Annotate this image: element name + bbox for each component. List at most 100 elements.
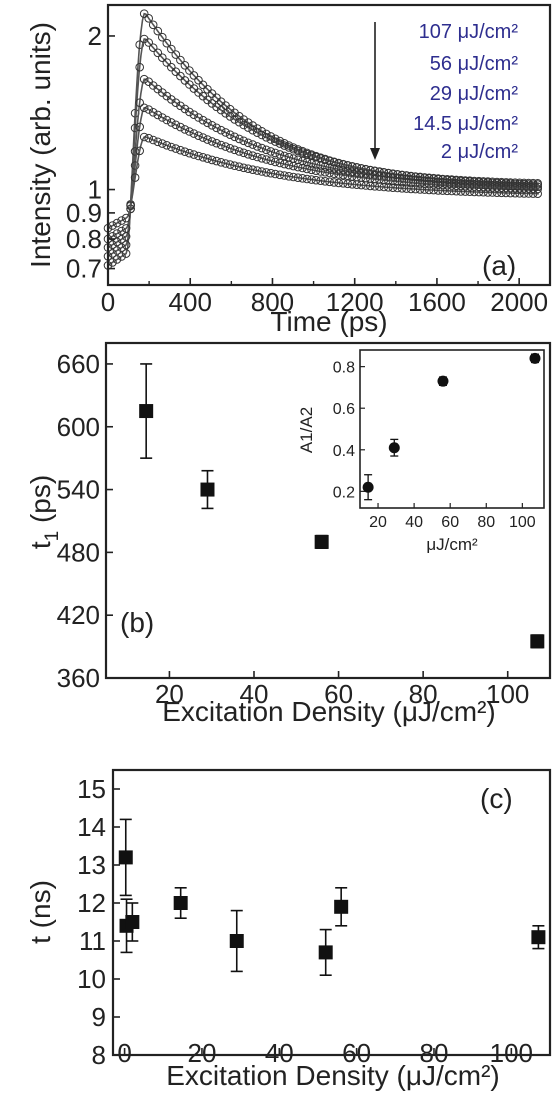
trace-marker xyxy=(221,159,230,168)
trace-marker xyxy=(230,145,239,155)
trace-marker xyxy=(189,150,199,159)
trace-marker xyxy=(528,182,538,191)
trace-marker xyxy=(171,144,181,153)
panel-b-xtick-label: 100 xyxy=(486,679,529,709)
trace-marker xyxy=(203,118,212,128)
trace-marker xyxy=(239,120,248,130)
trace-marker xyxy=(234,117,244,127)
trace-marker xyxy=(438,175,448,184)
trace-marker xyxy=(311,166,321,175)
panel-a-ytick-label: 0.9 xyxy=(66,198,102,228)
trace-marker xyxy=(171,50,181,59)
legend-entry: 2 μJ/cm² xyxy=(441,141,518,163)
trace-marker xyxy=(298,174,307,183)
trace-marker xyxy=(438,186,448,195)
panel-b-ylabel-main: t xyxy=(25,541,56,549)
trace-marker xyxy=(176,55,185,65)
trace-marker xyxy=(470,177,479,187)
trace-marker xyxy=(411,184,420,194)
trace-marker xyxy=(298,148,307,157)
trace-marker xyxy=(397,184,407,193)
trace-marker xyxy=(316,161,325,170)
trace-line xyxy=(107,12,539,267)
trace-marker xyxy=(144,13,153,23)
trace-marker xyxy=(347,180,357,189)
trace-marker xyxy=(230,115,239,124)
trace-marker xyxy=(293,162,303,172)
trace-marker xyxy=(257,143,267,153)
trace-marker xyxy=(262,155,271,164)
trace-marker xyxy=(239,136,248,146)
data-point xyxy=(314,534,329,549)
trace-marker xyxy=(429,174,438,184)
trace-marker xyxy=(474,187,484,197)
panel-a-ytick-label: 1 xyxy=(88,175,102,205)
trace-marker xyxy=(248,125,257,135)
trace-marker xyxy=(216,125,226,135)
trace-marker xyxy=(117,243,126,252)
trace-marker xyxy=(289,144,298,154)
trace-marker xyxy=(470,182,479,191)
trace-marker xyxy=(167,62,176,72)
trace-marker xyxy=(216,140,226,150)
trace-marker xyxy=(524,189,533,198)
trace-marker xyxy=(234,162,244,171)
trace-marker xyxy=(388,183,398,192)
trace-marker xyxy=(135,122,144,132)
trace-marker xyxy=(121,249,131,258)
panel-c-xtick-label: 60 xyxy=(342,1038,371,1068)
panel-c: 8 9 10 11 12 13 14 15 (c) Excitation Density (μ… xyxy=(25,768,552,1091)
trace-marker xyxy=(447,181,457,190)
data-point xyxy=(229,934,244,948)
trace-marker xyxy=(203,154,212,163)
trace-marker xyxy=(167,44,176,54)
trace-marker xyxy=(185,148,194,158)
trace-marker xyxy=(479,182,488,192)
panel-b-xtick-label: 80 xyxy=(409,679,438,709)
inset-ytick-label: 0.8 xyxy=(333,360,355,377)
panel-c-ticks: 8 9 10 11 12 13 14 15 xyxy=(77,774,513,1070)
trace-marker xyxy=(225,130,235,139)
trace-marker xyxy=(533,182,543,191)
trace-marker xyxy=(519,182,529,191)
trace-marker xyxy=(452,186,461,196)
trace-marker xyxy=(112,229,122,238)
trace-marker xyxy=(130,173,140,182)
panel-b-ylabel: t1 (ps) xyxy=(25,475,63,549)
trace-marker xyxy=(465,187,475,196)
trace-marker xyxy=(162,141,172,150)
panel-c-xtick-label: 80 xyxy=(420,1038,449,1068)
trace-marker xyxy=(420,173,429,183)
trace-marker xyxy=(257,167,267,176)
trace-marker xyxy=(375,175,384,184)
inset-data-point xyxy=(529,352,541,364)
trace-marker xyxy=(406,178,416,187)
panel-a-legend: 107 μJ/cm² 56 μJ/cm² 29 μJ/cm² 14.5 μJ/cm² 2… xyxy=(413,21,518,163)
trace-marker xyxy=(189,71,199,80)
trace-marker xyxy=(252,142,262,151)
trace-marker xyxy=(221,142,230,151)
trace-marker xyxy=(262,168,271,177)
trace-marker xyxy=(148,135,158,145)
trace-marker xyxy=(257,154,267,163)
trace-marker xyxy=(357,180,366,190)
trace-marker xyxy=(153,26,163,36)
trace-marker xyxy=(139,132,149,142)
trace-marker xyxy=(284,172,294,181)
trace-marker xyxy=(248,140,257,149)
trace-marker xyxy=(153,110,163,120)
panel-b-xlabel: Excitation Density (μJ/cm²) xyxy=(162,696,496,727)
trace-marker xyxy=(266,156,276,165)
trace-marker xyxy=(248,151,257,160)
trace-marker xyxy=(433,177,443,187)
trace-marker xyxy=(230,161,239,170)
trace-marker xyxy=(158,53,167,63)
inset-ticks: 20 40 60 80 100 0.2 0.4 0.6 0.8 xyxy=(333,360,536,531)
trace-marker xyxy=(180,104,190,114)
legend-entry: 14.5 μJ/cm² xyxy=(413,113,518,135)
inset-xtick-label: 100 xyxy=(509,514,536,531)
panel-c-ytick-label: 11 xyxy=(79,926,106,956)
panel-b: 20 40 60 80 100 360 420 480 540 600 660 (b) Excita… xyxy=(25,341,552,727)
trace-marker xyxy=(325,156,334,166)
